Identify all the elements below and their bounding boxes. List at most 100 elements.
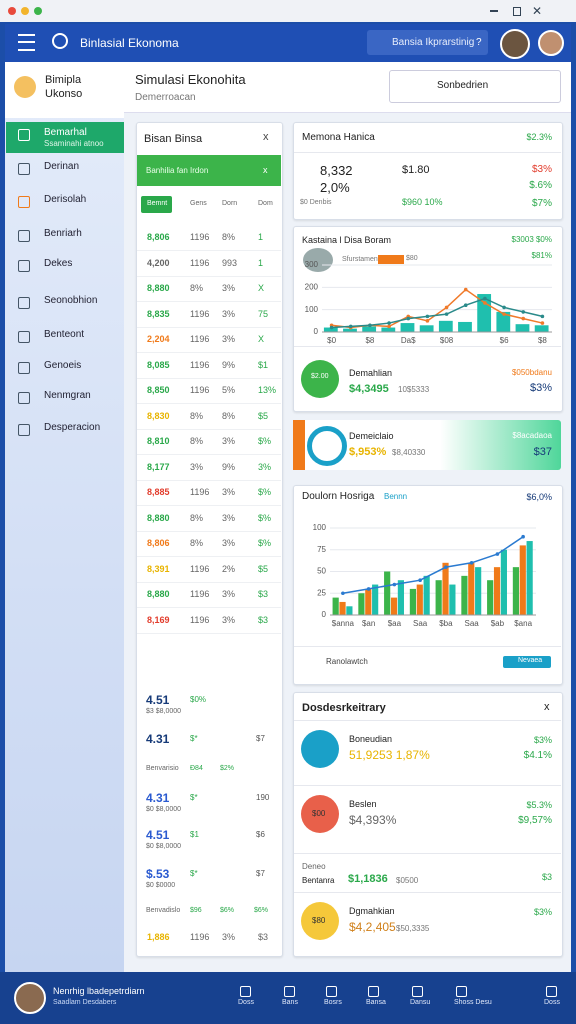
maximize[interactable]: [513, 7, 521, 16]
badge-circle: [301, 902, 339, 940]
circle: [301, 360, 339, 398]
nav-item[interactable]: Nenmgran: [44, 390, 91, 401]
card-badge: $2.3%: [526, 132, 552, 142]
dot-green[interactable]: [34, 7, 42, 15]
cell: 3%: [222, 512, 236, 523]
bar: [346, 606, 353, 615]
item-sub: $50,3335: [396, 924, 430, 933]
cell: 993: [222, 257, 238, 268]
nav-item[interactable]: Bemarhal: [44, 127, 87, 138]
dot-red[interactable]: [8, 7, 16, 15]
line: [342, 536, 524, 594]
nav-item[interactable]: Derisolah: [44, 194, 87, 205]
cell: 2,204: [147, 334, 170, 344]
stat-value: $4,3495: [349, 383, 389, 395]
pill: [141, 196, 172, 213]
banner-value: $,953%: [349, 446, 387, 458]
nav-button[interactable]: Shoss Desu: [454, 999, 492, 1006]
search-box[interactable]: [367, 30, 488, 55]
cell: 1196: [190, 385, 210, 395]
r3: $7%: [531, 198, 552, 209]
bar: [362, 326, 377, 332]
entry-mid: $0%: [190, 695, 207, 704]
nav-button[interactable]: Bosrs: [324, 999, 342, 1006]
point: [444, 312, 449, 316]
user-name: Nenrhig lbadepetrdiarn: [53, 986, 145, 996]
cell: 3%: [222, 436, 236, 446]
nav-item[interactable]: Benriarh: [44, 228, 82, 239]
cell: 8,085: [147, 359, 170, 370]
point: [406, 316, 411, 321]
entry-end: 190: [256, 793, 270, 802]
x-tick-label: $6: [500, 336, 509, 345]
cell: $5: [258, 563, 269, 574]
cell: 3%: [222, 283, 236, 293]
x-tick-label: $anna: [332, 619, 355, 628]
cell: 1196: [190, 232, 210, 242]
cell: 8%: [222, 232, 236, 242]
y-tick-label: 25: [317, 588, 326, 597]
nav-button[interactable]: Dansu: [410, 999, 431, 1006]
minimize[interactable]: [490, 10, 498, 12]
nav-button[interactable]: Bans: [282, 999, 298, 1006]
point: [341, 591, 345, 596]
nav-item[interactable]: Derinan: [44, 161, 80, 172]
divider: [294, 646, 561, 647]
footer-button: [503, 656, 551, 668]
column-header: Dorn: [222, 200, 238, 207]
cell: 1: [258, 257, 264, 268]
cell: 8%: [190, 410, 204, 421]
row-line: [137, 530, 281, 532]
r1: $3%: [531, 164, 552, 175]
nav-item[interactable]: Seonobhion: [44, 295, 98, 306]
row-name: Deneo: [302, 862, 326, 871]
point: [483, 301, 487, 305]
bar: [496, 311, 511, 332]
point: [444, 305, 449, 310]
nav-button[interactable]: Bansa: [366, 999, 386, 1006]
nav-item[interactable]: Desperacion: [44, 422, 101, 433]
x-tick-label: Saa: [413, 619, 428, 628]
nav-item[interactable]: Genoeis: [44, 360, 82, 371]
nav-item[interactable]: Benteont: [44, 329, 85, 340]
menu[interactable]: [18, 34, 35, 51]
nav-button[interactable]: Doss: [238, 999, 254, 1006]
row-line: [137, 326, 281, 328]
group-cell: Ð84: [190, 765, 203, 772]
x-tick-label: $08: [440, 336, 454, 345]
search-text: Bansia Ikprarstinig: [392, 37, 475, 48]
group-cell: Benvarisio: [146, 765, 179, 772]
nav-icon: [18, 196, 30, 208]
dot-yellow[interactable]: [21, 7, 29, 15]
nav-item[interactable]: Dekes: [44, 258, 73, 269]
x-tick-label: Saa: [465, 619, 480, 628]
bar: [477, 294, 492, 332]
bar: [487, 580, 494, 615]
footer-button-text[interactable]: Nevaea: [518, 657, 543, 664]
cell: 9%: [222, 461, 236, 472]
item-r1: $3%: [533, 907, 552, 917]
avatar[interactable]: [500, 29, 530, 59]
point: [540, 321, 545, 325]
toolbar-button[interactable]: Sonbedrien: [437, 80, 489, 91]
nav-icon: [240, 986, 251, 997]
close[interactable]: ✕: [532, 4, 543, 18]
nav-button[interactable]: Doss: [544, 999, 560, 1006]
entry-sub: $0 $8,0000: [146, 843, 182, 850]
point: [540, 314, 545, 319]
nav-icon: [18, 331, 30, 343]
y-tick-label: 100: [305, 305, 319, 314]
avatar[interactable]: [538, 30, 564, 56]
bar: [358, 593, 365, 615]
bar: [438, 320, 453, 332]
titlebar: [0, 0, 576, 22]
row-r1: $3: [541, 872, 552, 882]
bar: [526, 541, 533, 615]
cell: 1196: [190, 487, 210, 497]
point: [463, 303, 468, 308]
cell: $1: [258, 359, 269, 370]
item-name: Boneudian: [349, 734, 393, 744]
chart-footer: Ranolawtch: [326, 657, 368, 666]
entry-sub: $0 $8,0000: [146, 806, 182, 813]
